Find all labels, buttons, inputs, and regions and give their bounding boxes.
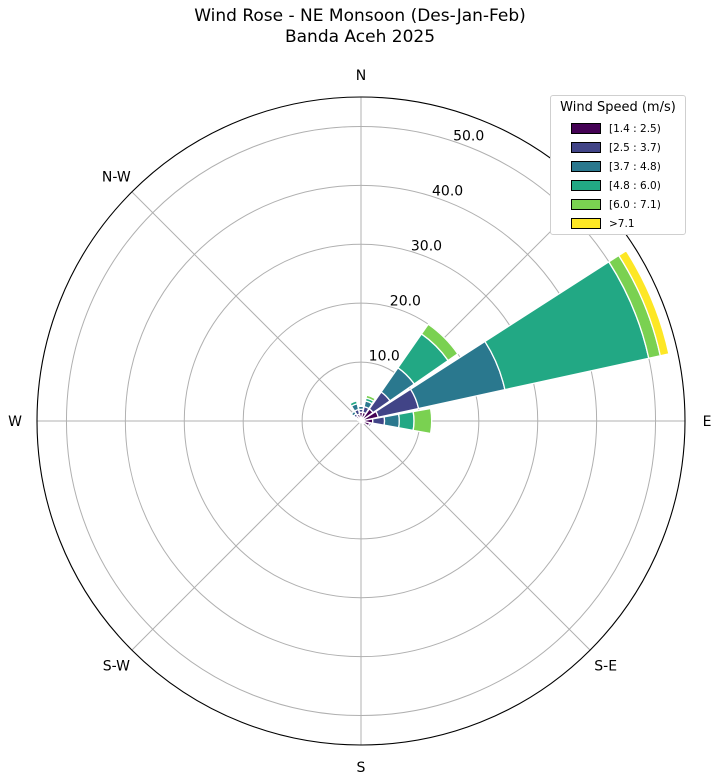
wind-bar-segment <box>357 405 365 408</box>
chart-title-block: Wind Rose - NE Monsoon (Des-Jan-Feb) Ban… <box>0 6 720 48</box>
legend-swatch <box>571 218 601 229</box>
direction-label: N <box>356 68 366 84</box>
legend-swatch <box>571 123 601 134</box>
legend-item: [3.7 : 4.8) <box>557 157 679 176</box>
legend-item: [1.4 : 2.5) <box>557 119 679 138</box>
grid-ring <box>183 243 539 599</box>
direction-label: E <box>703 414 712 430</box>
wind-bar-segment <box>617 249 670 357</box>
radial-tick-label: 20.0 <box>390 293 421 309</box>
wind-bar-segment <box>412 407 433 435</box>
grid-ring <box>124 184 598 658</box>
direction-label: N-W <box>102 169 131 185</box>
wind-bars <box>348 249 670 435</box>
chart-subtitle: Banda Aceh 2025 <box>284 27 436 47</box>
wind-bar-segment <box>361 421 365 425</box>
wind-bar-segment <box>397 410 415 432</box>
chart-title: Wind Rose - NE Monsoon (Des-Jan-Feb) <box>194 6 526 26</box>
grid-spoke <box>360 420 591 651</box>
direction-label: S-E <box>594 659 617 675</box>
radial-tick-label: 40.0 <box>432 183 463 199</box>
wind-bar-segment <box>383 413 400 429</box>
direction-label: S <box>357 760 366 776</box>
legend-item: [2.5 : 3.7) <box>557 138 679 157</box>
legend-items: [1.4 : 2.5) [2.5 : 3.7) [3.7 : 4.8) [4.8 : … <box>557 119 679 233</box>
grid-ring <box>242 302 480 540</box>
legend-label: [3.7 : 4.8) <box>609 160 661 173</box>
direction-label: S-W <box>103 659 130 675</box>
wind-bar-segment <box>420 323 459 362</box>
legend-item: [6.0 : 7.1) <box>557 195 679 214</box>
legend-item: >7.1 <box>557 214 679 233</box>
wind-bar-segment <box>371 416 386 426</box>
grid-ring <box>65 125 657 717</box>
legend-swatch <box>571 199 601 210</box>
legend: Wind Speed (m/s) [1.4 : 2.5) [2.5 : 3.7)[… <box>550 95 686 235</box>
wind-bar-segment <box>365 394 377 403</box>
legend-swatch <box>571 161 601 172</box>
legend-label: [2.5 : 3.7) <box>609 141 661 154</box>
radial-tick-label: 50.0 <box>453 128 484 144</box>
grid-spoke <box>131 420 362 651</box>
legend-label: [4.8 : 6.0) <box>609 179 661 192</box>
radial-tick-label: 10.0 <box>369 348 400 364</box>
legend-title: Wind Speed (m/s) <box>560 100 676 115</box>
legend-swatch <box>571 180 601 191</box>
direction-label: W <box>8 414 22 430</box>
radial-tick-label: 30.0 <box>411 238 442 254</box>
wind-bar-segment <box>367 422 373 428</box>
legend-label: [6.0 : 7.1) <box>609 198 661 211</box>
polar-outline <box>36 96 686 746</box>
legend-item: [4.8 : 6.0) <box>557 176 679 195</box>
legend-label: [1.4 : 2.5) <box>609 122 661 135</box>
grid-spoke <box>131 191 362 422</box>
legend-swatch <box>571 142 601 153</box>
legend-label: >7.1 <box>609 217 635 230</box>
wind-bar-segment <box>348 400 359 408</box>
